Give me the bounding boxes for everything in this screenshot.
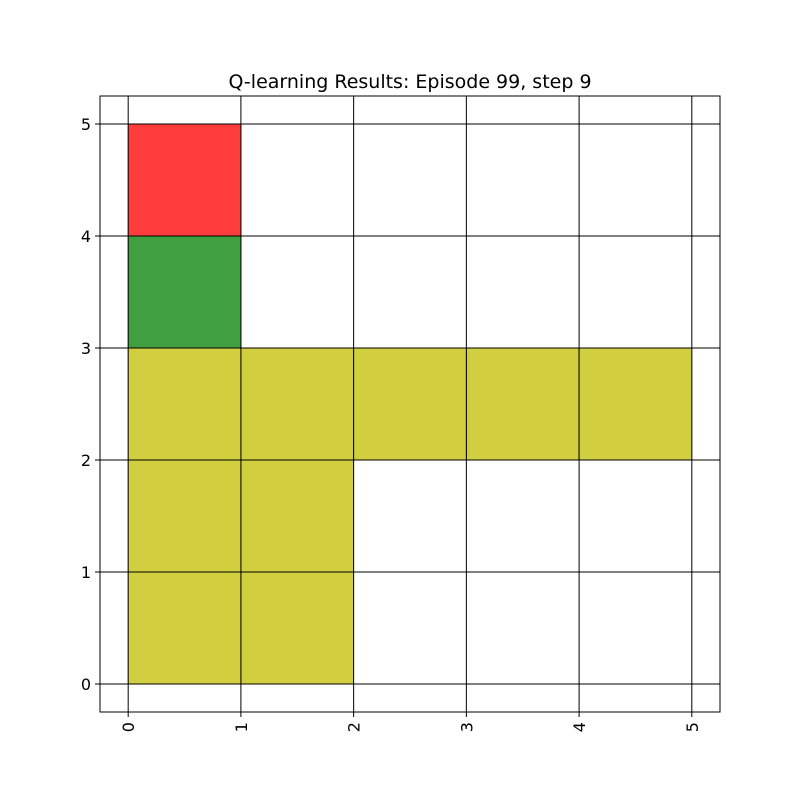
chart-title: Q-learning Results: Episode 99, step 9 — [228, 71, 591, 93]
x-tick-label: 4 — [570, 722, 589, 732]
cell-path — [127, 571, 242, 685]
cell-path — [240, 571, 354, 685]
x-tick-label: 3 — [457, 722, 476, 732]
x-tick-label: 1 — [232, 722, 251, 732]
cell-path — [466, 347, 580, 461]
x-tick-label: 2 — [345, 722, 364, 732]
cell-agent — [127, 235, 242, 349]
cell-path — [240, 347, 354, 461]
cell-path — [127, 347, 242, 461]
plot-frame — [99, 95, 721, 713]
y-tick-label: 2 — [81, 451, 91, 470]
cell-goal — [127, 123, 242, 237]
grid-layer — [100, 96, 720, 712]
cell-path — [127, 459, 242, 573]
cell-path — [240, 459, 354, 573]
cell-path — [353, 347, 467, 461]
y-tick-label: 1 — [81, 563, 91, 582]
y-tick-label: 0 — [81, 675, 91, 694]
cells-layer — [127, 123, 693, 685]
y-tick-label: 3 — [81, 339, 91, 358]
ticks-layer: 0 1 2 3 4 5 0 1 2 3 4 5 — [81, 115, 702, 732]
cell-path — [578, 347, 693, 461]
y-tick-label: 4 — [81, 227, 91, 246]
x-tick-label: 5 — [683, 722, 702, 732]
y-tick-label: 5 — [81, 115, 91, 134]
x-tick-label: 0 — [119, 722, 138, 732]
